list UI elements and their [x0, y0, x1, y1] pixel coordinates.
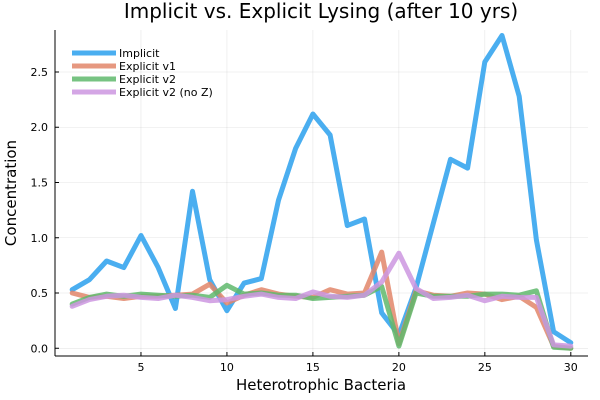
y-tick-label: 0.0 — [31, 342, 49, 355]
y-tick-label: 1.5 — [31, 177, 49, 190]
series-line-3 — [69, 282, 574, 351]
axes-layer — [54, 30, 588, 357]
series-layer — [69, 33, 574, 351]
y-tick-label: 2.0 — [31, 121, 49, 134]
x-tick-label: 30 — [564, 361, 578, 374]
x-tick-label: 5 — [137, 361, 144, 374]
chart-title: Implicit vs. Explicit Lysing (after 10 y… — [124, 0, 518, 23]
legend-label: Explicit v2 — [119, 73, 176, 86]
grid-layer — [55, 30, 588, 356]
x-axis-label: Heterotrophic Bacteria — [236, 376, 406, 394]
y-tick-label: 0.5 — [31, 287, 49, 300]
y-tick-label: 1.0 — [31, 232, 49, 245]
y-tick-label: 2.5 — [31, 66, 49, 79]
series-line-1 — [69, 33, 574, 346]
y-axis-label: Concentration — [2, 140, 20, 246]
x-tick-label: 10 — [220, 361, 234, 374]
ticks-layer: 5 10 15 20 25 30 0.0 0.5 1.0 1.5 2.0 2.5 — [31, 66, 578, 374]
x-tick-label: 20 — [392, 361, 406, 374]
legend-label: Explicit v2 (no Z) — [119, 86, 213, 99]
legend-label: Implicit — [119, 47, 160, 60]
x-tick-label: 15 — [306, 361, 320, 374]
legend-label: Explicit v1 — [119, 60, 176, 73]
series-line-4 — [69, 250, 574, 349]
x-tick-label: 25 — [478, 361, 492, 374]
